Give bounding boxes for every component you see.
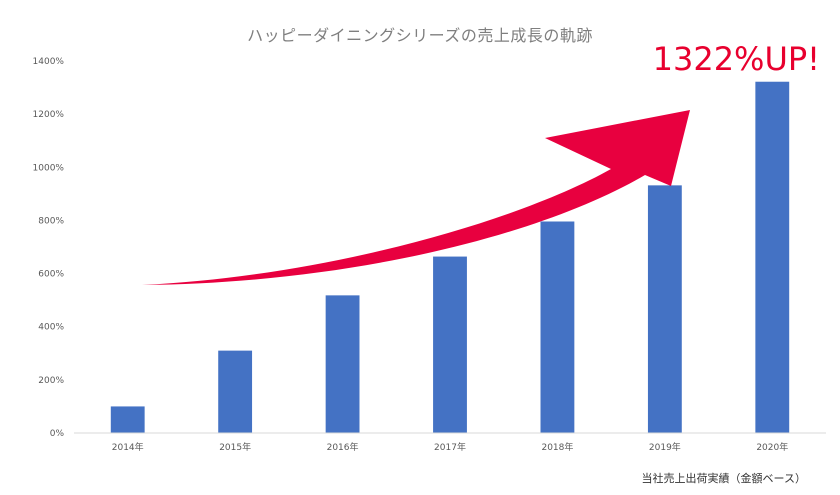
y-tick-label: 800% [38, 216, 64, 226]
x-tick-label: 2016年 [327, 441, 359, 453]
x-tick-label: 2019年 [649, 441, 681, 453]
x-tick-label: 2017年 [434, 441, 466, 453]
bar-2020年 [755, 81, 790, 434]
x-tick-label: 2014年 [112, 441, 144, 453]
bar-2018年 [540, 221, 575, 433]
y-axis-labels: 0% 200% 400% 600% 800% 1000% 1200% 1400% [33, 57, 65, 439]
y-tick-label: 200% [38, 376, 64, 386]
bar-2019年 [647, 185, 682, 433]
y-tick-label: 400% [38, 323, 64, 333]
y-tick-label: 1200% [33, 110, 65, 120]
y-tick-label: 1400% [33, 57, 65, 67]
chart-title: ハッピーダイニングシリーズの売上成長の軌跡 [247, 26, 593, 45]
y-tick-label: 0% [50, 429, 65, 439]
x-tick-label: 2015年 [219, 441, 251, 453]
y-tick-label: 1000% [33, 163, 65, 173]
y-tick-label: 600% [38, 270, 64, 280]
bars [110, 81, 790, 434]
bar-2016年 [325, 295, 360, 433]
growth-arrow [142, 110, 690, 285]
source-note: 当社売上出荷実績（金額ベース） [641, 472, 806, 485]
x-tick-label: 2018年 [541, 441, 573, 453]
growth-callout: 1322%UP! [652, 40, 820, 78]
bar-2014年 [110, 406, 145, 433]
x-tick-label: 2020年 [756, 441, 788, 453]
bar-2015年 [218, 350, 253, 433]
bar-2017年 [433, 256, 467, 433]
x-axis-labels: 2014年 2015年 2016年 2017年 2018年 2019年 2020年 [112, 441, 788, 453]
